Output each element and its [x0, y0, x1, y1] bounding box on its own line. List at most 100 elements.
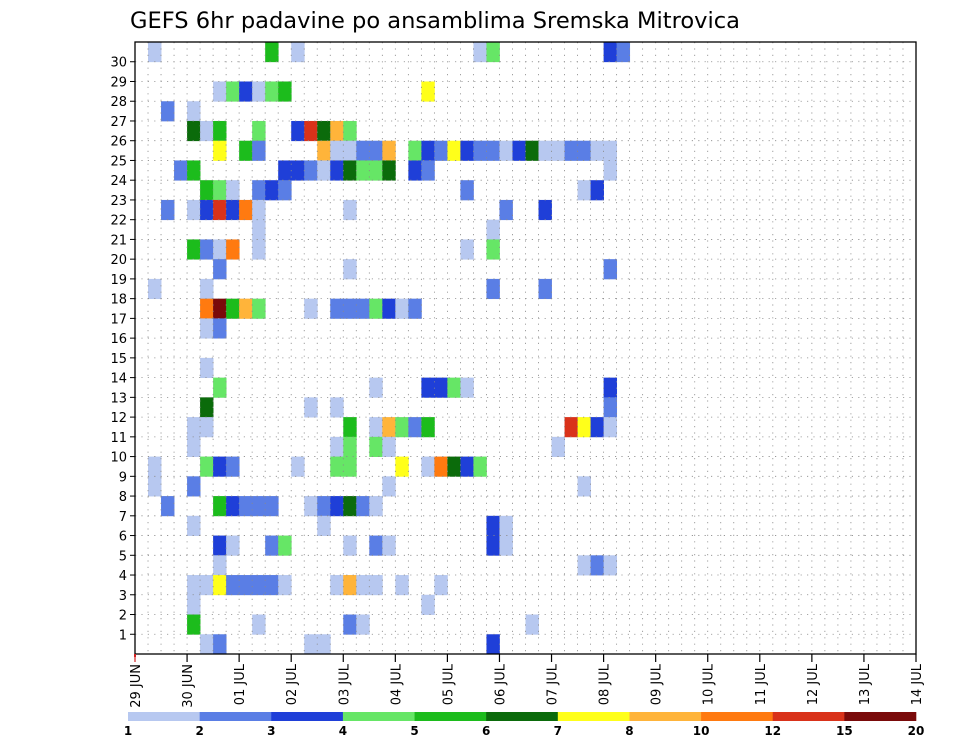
cell-member-1-slot-30: [525, 614, 539, 635]
cell-member-24-slot-11: [278, 160, 292, 181]
cell-member-28-slot-7: [226, 81, 240, 102]
cell-member-26-slot-13: [304, 120, 318, 142]
cell-member-9-slot-15: [330, 456, 344, 477]
cell-member-21-slot-9: [252, 219, 266, 240]
cell-member-9-slot-20: [395, 456, 409, 477]
cell-member-16-slot-6: [213, 318, 227, 339]
cell-member-17-slot-21: [408, 298, 422, 319]
cell-member-23-slot-11: [278, 180, 292, 201]
cell-member-10-slot-19: [382, 436, 396, 457]
cell-member-27-slot-4: [187, 101, 201, 122]
cell-member-9-slot-22: [421, 456, 435, 477]
cell-member-22-slot-28: [499, 199, 513, 221]
legend-label: 2: [195, 724, 203, 738]
legend-label: 20: [908, 724, 925, 738]
cell-member-23-slot-10: [265, 180, 279, 201]
cell-member-9-slot-23: [434, 456, 448, 477]
cell-member-25-slot-36: [603, 140, 618, 161]
cell-member-23-slot-6: [213, 180, 227, 201]
legend-label: 1: [124, 724, 132, 738]
cell-member-11-slot-36: [603, 417, 618, 438]
cell-member-25-slot-27: [486, 140, 500, 161]
x-tick-label: 29 JUN: [129, 664, 144, 708]
x-tick-label: 11 JUL: [754, 663, 769, 705]
cell-member-6-slot-27: [486, 515, 500, 536]
cell-member-3-slot-5: [200, 575, 214, 596]
cell-member-3-slot-18: [369, 575, 383, 596]
cell-member-5-slot-6: [213, 535, 227, 556]
cell-member-11-slot-35: [590, 417, 604, 438]
cell-member-17-slot-8: [239, 298, 253, 319]
cell-member-25-slot-23: [434, 140, 448, 161]
cell-member-7-slot-2: [161, 496, 175, 517]
x-tick-label: 08 JUL: [598, 663, 613, 705]
cell-member-9-slot-6: [213, 456, 227, 477]
cell-member-25-slot-19: [382, 140, 396, 161]
cell-member-9-slot-12: [291, 456, 305, 477]
cell-member-3-slot-17: [356, 575, 370, 596]
cell-member-4-slot-6: [213, 555, 227, 576]
cell-member-25-slot-16: [343, 140, 357, 161]
cell-member-0-slot-27: [486, 634, 500, 655]
x-tick-label: 12 JUL: [806, 663, 821, 705]
legend-label: 10: [693, 724, 710, 738]
y-tick-label: 30: [110, 56, 127, 71]
cell-member-13-slot-23: [434, 377, 448, 398]
cell-member-9-slot-7: [226, 456, 240, 477]
cell-member-24-slot-4: [187, 160, 201, 181]
cell-member-28-slot-11: [278, 81, 292, 102]
cell-member-25-slot-32: [551, 140, 565, 161]
cell-member-3-slot-23: [434, 575, 448, 596]
cell-member-20-slot-27: [486, 239, 500, 260]
legend-label: 4: [339, 724, 347, 738]
cell-member-20-slot-4: [187, 239, 201, 260]
cell-member-10-slot-32: [551, 436, 565, 457]
cell-member-23-slot-7: [226, 180, 240, 201]
cell-member-17-slot-15: [330, 298, 344, 319]
plot-frame: [134, 41, 917, 655]
cell-member-20-slot-6: [213, 239, 227, 260]
y-tick-label: 11: [110, 431, 127, 446]
cell-member-30-slot-12: [291, 42, 305, 63]
cell-member-8-slot-34: [577, 476, 591, 497]
cell-member-11-slot-22: [421, 417, 435, 438]
cell-member-7-slot-16: [343, 496, 357, 517]
y-tick-label: 27: [110, 115, 127, 130]
cell-member-24-slot-14: [317, 160, 331, 181]
legend-swatch: [486, 712, 559, 721]
cell-member-7-slot-14: [317, 496, 331, 517]
cell-member-24-slot-18: [369, 160, 383, 181]
cell-member-17-slot-5: [200, 298, 214, 319]
cell-member-25-slot-17: [356, 140, 370, 161]
cell-member-17-slot-13: [304, 298, 318, 319]
grid-overlay: [135, 42, 916, 654]
cell-member-9-slot-25: [460, 456, 474, 477]
cell-member-27-slot-2: [161, 101, 175, 122]
x-tick-label: 09 JUL: [650, 663, 665, 705]
cell-member-11-slot-18: [369, 417, 383, 438]
cell-member-19-slot-16: [343, 259, 357, 280]
legend-swatch: [414, 712, 487, 721]
y-tick-label: 1: [119, 628, 127, 643]
y-tick-label: 18: [110, 293, 127, 308]
cell-member-30-slot-36: [603, 42, 618, 63]
cell-member-6-slot-4: [187, 515, 201, 536]
cell-member-24-slot-36: [603, 160, 618, 181]
cell-member-28-slot-8: [239, 81, 253, 102]
cell-member-9-slot-24: [447, 456, 461, 477]
y-tick-label: 14: [110, 372, 127, 387]
cell-member-17-slot-20: [395, 298, 409, 319]
cell-member-7-slot-7: [226, 496, 240, 517]
cell-member-18-slot-27: [486, 278, 500, 300]
cell-member-18-slot-1: [148, 278, 162, 300]
y-tick-label: 28: [110, 95, 127, 110]
y-tick-label: 26: [110, 135, 127, 150]
cell-member-25-slot-34: [577, 140, 591, 161]
cell-member-25-slot-8: [239, 140, 253, 161]
cell-member-3-slot-4: [187, 575, 201, 596]
y-tick-label: 15: [110, 352, 127, 367]
x-tick-label: 04 JUL: [389, 663, 404, 705]
cell-member-7-slot-13: [304, 496, 318, 517]
legend-label: 15: [836, 724, 853, 738]
cell-member-20-slot-9: [252, 239, 266, 260]
